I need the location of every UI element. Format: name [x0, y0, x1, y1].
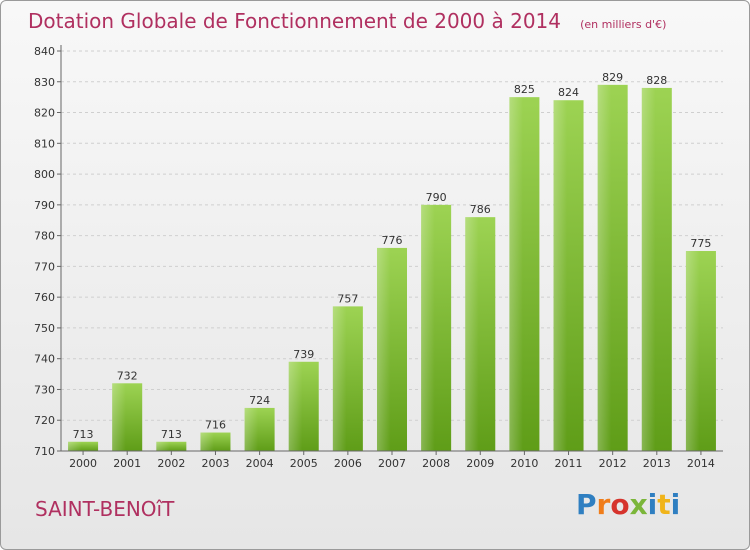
y-tick-label: 740	[34, 353, 55, 366]
y-tick-label: 780	[34, 230, 55, 243]
y-tick-label: 840	[34, 45, 55, 58]
bar-value-label: 829	[602, 71, 623, 84]
bar-value-label: 716	[205, 419, 226, 432]
y-tick-label: 800	[34, 168, 55, 181]
y-tick-label: 730	[34, 383, 55, 396]
bar-value-label: 828	[646, 74, 667, 87]
logo-letter: x	[629, 488, 648, 521]
bar-shine	[509, 97, 523, 452]
x-tick-label: 2006	[334, 457, 362, 470]
chart-title-block: Dotation Globale de Fonctionnement de 20…	[28, 9, 666, 33]
x-tick-label: 2001	[113, 457, 141, 470]
x-tick-label: 2007	[378, 457, 406, 470]
bar-shine	[421, 204, 435, 451]
y-tick-label: 720	[34, 414, 55, 427]
bar-value-label: 790	[426, 191, 447, 204]
x-tick-label: 2003	[201, 457, 229, 470]
commune-name: SAINT-BENOîT	[35, 497, 175, 521]
y-tick-label: 770	[34, 260, 55, 273]
bar-shine	[288, 361, 303, 451]
bar-value-label: 724	[249, 394, 270, 407]
bar-2000	[68, 441, 99, 451]
bar-shine	[200, 432, 214, 451]
bar-value-label: 757	[337, 292, 358, 305]
x-tick-label: 2014	[687, 457, 715, 470]
x-tick-label: 2002	[157, 457, 185, 470]
x-tick-label: 2004	[246, 457, 274, 470]
x-tick-label: 2013	[643, 457, 671, 470]
unit-note: (en milliers d'€)	[580, 18, 667, 31]
bar-value-label: 775	[690, 237, 711, 250]
logo-letter: P	[576, 488, 597, 521]
bar-shine	[685, 251, 700, 451]
y-tick-label: 760	[34, 291, 55, 304]
chart-title: Dotation Globale de Fonctionnement de 20…	[28, 9, 561, 33]
y-tick-label: 820	[34, 107, 55, 120]
bar-layer: 713 732 713 716 724 739 757 776 790 786 825 824 829 8…	[68, 71, 716, 452]
y-tick-label: 790	[34, 199, 55, 212]
logo-letter: r	[596, 488, 611, 521]
y-tick-label: 810	[34, 137, 55, 150]
x-tick-label: 2011	[555, 457, 583, 470]
bar-shine	[112, 383, 126, 451]
logo-letter: o	[610, 488, 630, 521]
bar-value-label: 713	[161, 428, 182, 441]
bar-value-label: 732	[117, 369, 138, 382]
bar-shine	[332, 306, 347, 451]
bar-shine	[553, 100, 568, 451]
bar-value-label: 739	[293, 348, 314, 361]
x-tick-label: 2000	[69, 457, 97, 470]
bar-value-label: 824	[558, 86, 579, 99]
bar-value-label: 776	[382, 234, 403, 247]
bar-shine	[244, 407, 259, 451]
logo-letter: i	[647, 488, 658, 521]
x-tick-label: 2005	[290, 457, 318, 470]
logo-letter: i	[670, 488, 681, 521]
bar-shine	[641, 87, 656, 451]
x-tick-label: 2012	[599, 457, 627, 470]
bar-value-label: 825	[514, 83, 535, 96]
bar-shine	[156, 441, 170, 451]
bar-shine	[68, 441, 82, 451]
bar-value-label: 786	[470, 203, 491, 216]
bar-shine	[597, 84, 612, 451]
y-tick-label: 830	[34, 76, 55, 89]
y-tick-label: 710	[34, 445, 55, 458]
bar-shine	[376, 247, 391, 451]
bar-shine	[465, 217, 479, 451]
proxiti-logo: Proxiti	[576, 488, 680, 521]
logo-letter: t	[657, 488, 671, 521]
y-tick-label: 750	[34, 322, 55, 335]
bar-2002	[156, 441, 187, 451]
x-tick-label: 2009	[466, 457, 494, 470]
x-tick-label: 2010	[510, 457, 538, 470]
bar-value-label: 713	[73, 428, 94, 441]
x-tick-label: 2008	[422, 457, 450, 470]
axis-layer: 710 720 730 740 750 760 770 780 790 800 810 820 830 8…	[34, 45, 723, 470]
